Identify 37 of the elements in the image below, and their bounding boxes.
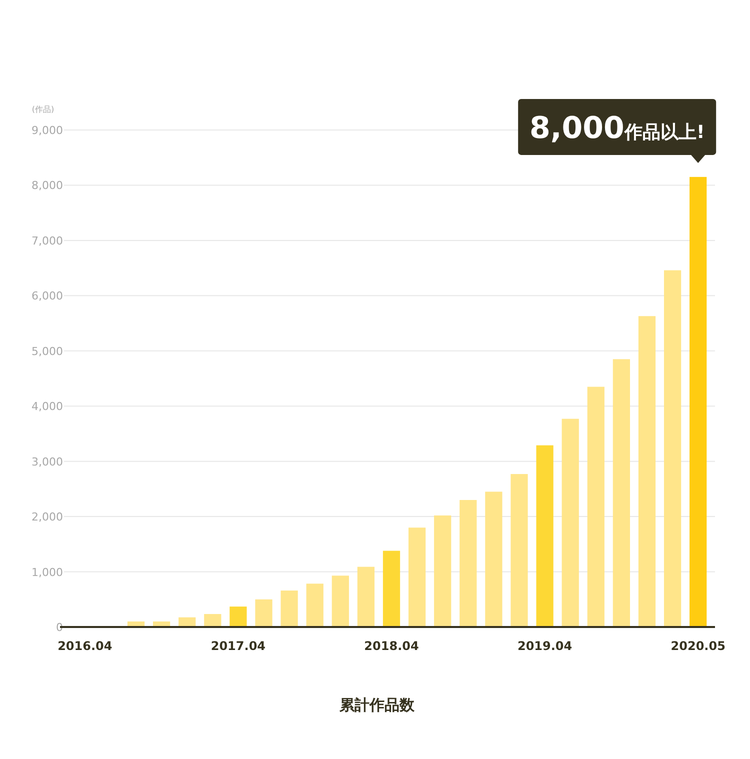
bar <box>306 584 324 627</box>
bar <box>382 550 400 627</box>
bar <box>280 590 298 627</box>
annotation: 8,000作品以上! <box>530 110 705 146</box>
y-tick-label: 3,000 <box>32 455 63 468</box>
bar <box>460 500 477 627</box>
bar <box>510 474 528 627</box>
bar <box>357 566 375 627</box>
x-tick-label: 2020.05 <box>670 639 726 653</box>
bar <box>434 515 452 627</box>
bar <box>332 576 349 627</box>
y-tick-label: 8,000 <box>32 179 63 192</box>
bar <box>562 418 579 627</box>
y-tick-label: 5,000 <box>32 344 63 358</box>
x-tick-label: 2019.04 <box>517 639 572 653</box>
bar <box>536 445 554 627</box>
bar <box>638 316 656 627</box>
x-axis-title: 累計作品数 <box>338 696 416 714</box>
y-tick-label: 4,000 <box>32 400 63 414</box>
x-tick-label: 2017.04 <box>210 639 266 653</box>
y-tick-label: 6,000 <box>32 290 63 303</box>
bar <box>408 528 426 627</box>
bar <box>690 176 707 627</box>
bar <box>230 606 247 627</box>
x-tick-label: 2018.04 <box>364 639 419 653</box>
y-axis-title: (作品) <box>32 105 54 114</box>
x-tick-label: 2016.04 <box>58 639 112 653</box>
y-tick-label: 9,000 <box>32 124 63 137</box>
bar <box>587 386 604 627</box>
bar <box>204 614 222 627</box>
y-tick-label: 1,000 <box>32 566 63 579</box>
y-tick-label: 7,000 <box>32 234 63 248</box>
y-tick-label: 2,000 <box>32 510 63 524</box>
bar <box>485 492 502 627</box>
bar <box>255 599 272 627</box>
bar <box>612 359 630 627</box>
bar <box>664 270 682 627</box>
